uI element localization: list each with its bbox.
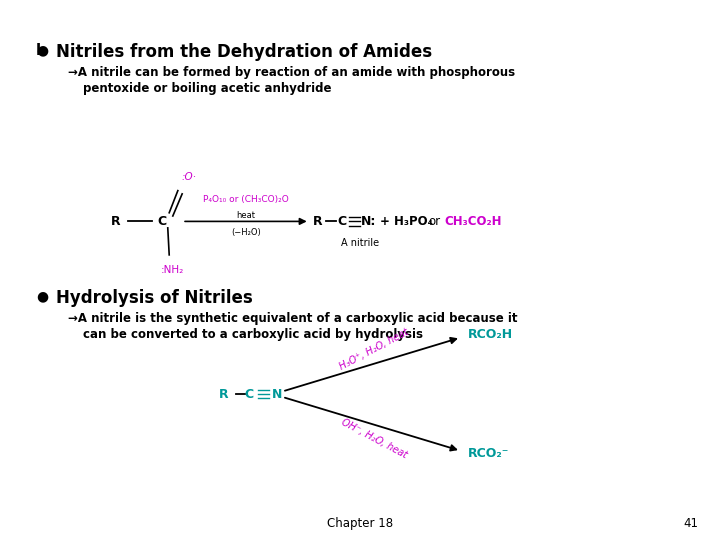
- Text: N: N: [271, 388, 282, 401]
- Text: R: R: [110, 215, 120, 228]
- Text: or: or: [428, 215, 441, 228]
- Text: Hydrolysis of Nitriles: Hydrolysis of Nitriles: [56, 289, 253, 307]
- Text: (−H₂O): (−H₂O): [231, 228, 261, 237]
- Text: Nitriles from the Dehydration of Amides: Nitriles from the Dehydration of Amides: [56, 43, 432, 61]
- Text: OH⁻, H₂O, heat: OH⁻, H₂O, heat: [340, 417, 409, 461]
- Text: RCO₂⁻: RCO₂⁻: [468, 447, 509, 460]
- Text: heat: heat: [236, 212, 256, 220]
- Text: can be converted to a carboxylic acid by hydrolysis: can be converted to a carboxylic acid by…: [83, 328, 423, 341]
- Text: CH₃CO₂H: CH₃CO₂H: [444, 215, 502, 228]
- Text: :O·: :O·: [182, 172, 197, 181]
- Text: l: l: [36, 43, 41, 58]
- Text: →A nitrile can be formed by reaction of an amide with phosphorous: →A nitrile can be formed by reaction of …: [68, 66, 516, 79]
- Text: A nitrile: A nitrile: [341, 238, 379, 248]
- Text: R: R: [218, 388, 228, 401]
- Text: R: R: [313, 215, 323, 228]
- Text: RCO₂H: RCO₂H: [468, 328, 513, 341]
- Text: N:: N:: [361, 215, 376, 228]
- Text: Chapter 18: Chapter 18: [327, 517, 393, 530]
- Text: pentoxide or boiling acetic anhydride: pentoxide or boiling acetic anhydride: [83, 82, 331, 95]
- Text: ●: ●: [36, 43, 48, 57]
- Text: C: C: [245, 388, 253, 401]
- Text: ●: ●: [36, 289, 48, 303]
- Text: H₃O⁺, H₂O, heat: H₃O⁺, H₂O, heat: [338, 327, 410, 372]
- Text: C: C: [158, 215, 166, 228]
- Text: C: C: [338, 215, 347, 228]
- Text: →A nitrile is the synthetic equivalent of a carboxylic acid because it: →A nitrile is the synthetic equivalent o…: [68, 312, 518, 325]
- Text: + H₃PO₄: + H₃PO₄: [380, 215, 433, 228]
- Text: :NH₂: :NH₂: [161, 265, 184, 275]
- Text: 41: 41: [684, 517, 698, 530]
- Text: P₄O₁₀ or (CH₃CO)₂O: P₄O₁₀ or (CH₃CO)₂O: [203, 195, 289, 204]
